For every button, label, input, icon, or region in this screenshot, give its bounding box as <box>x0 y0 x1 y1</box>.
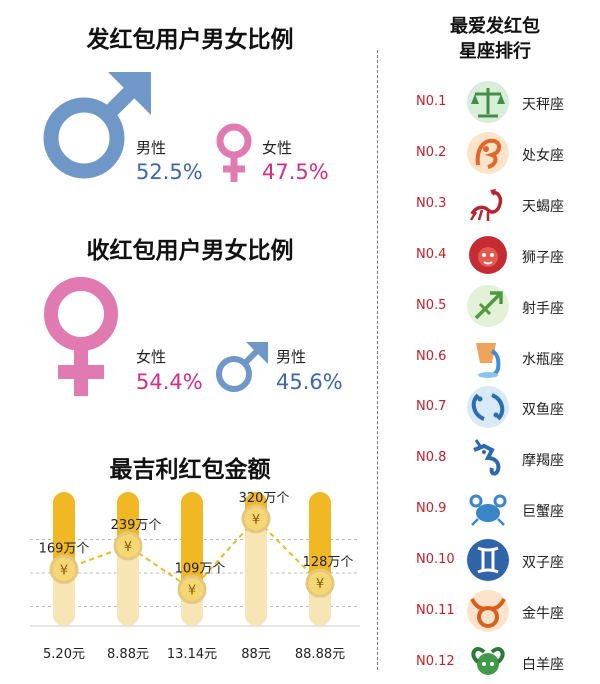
x-tick-label: 5.20元 <box>43 647 85 662</box>
zodiac-name: 天蝎座 <box>522 198 564 215</box>
ranking-title-line2: 星座排行 <box>459 41 531 62</box>
send-female-value: 47.5% <box>262 160 329 184</box>
rank-number: N0.8 <box>416 450 447 466</box>
zodiac-rank-item: N0.6 水瓶座 <box>416 335 596 379</box>
data-label: 128万个 <box>303 555 354 570</box>
receive-ratio-title: 收红包用户男女比例 <box>86 237 294 264</box>
receive-female-value: 54.4% <box>136 370 203 394</box>
coin-marker <box>49 554 79 584</box>
send-male-value: 52.5% <box>136 160 203 184</box>
zodiac-name: 巨蟹座 <box>522 504 564 521</box>
libra-icon <box>467 81 509 123</box>
zodiac-rank-item: N0.3 天蝎座 <box>416 182 596 226</box>
female-symbol-icon <box>44 277 118 396</box>
zodiac-name: 处女座 <box>522 147 564 164</box>
receive-male-value: 45.6% <box>276 370 343 394</box>
x-tick-label: 88.88元 <box>295 647 345 662</box>
rank-number: N0.11 <box>416 603 455 618</box>
receive-female-label: 女性 <box>136 348 167 366</box>
zodiac-name: 摩羯座 <box>522 453 564 470</box>
coin-symbol: ¥ <box>252 513 260 528</box>
zodiac-rank-item: N0.1 天秤座 <box>416 80 596 124</box>
x-tick-label: 8.88元 <box>107 647 149 662</box>
bar <box>309 492 331 584</box>
gemini-icon <box>467 539 509 582</box>
chart-title: 最吉利红包金额 <box>109 456 271 483</box>
zodiac-rank-item: N0.4 狮子座 <box>416 233 596 277</box>
zodiac-name: 双子座 <box>522 555 564 572</box>
rank-number: N0.9 <box>416 501 447 517</box>
data-label: 169万个 <box>39 541 90 556</box>
zodiac-rank-item: N0.2 处女座 <box>416 131 596 175</box>
rank-number: N0.4 <box>416 246 447 262</box>
x-tick-label: 88元 <box>241 647 271 662</box>
rank-number: N0.5 <box>416 297 447 313</box>
zodiac-name: 水瓶座 <box>522 351 564 368</box>
bar <box>53 492 75 570</box>
scorpio-icon <box>469 188 503 221</box>
leo-icon <box>469 235 507 274</box>
zodiac-rank-item: N0.7 双鱼座 <box>416 385 596 429</box>
coin-marker <box>113 531 143 561</box>
coin-symbol: ¥ <box>60 563 68 578</box>
send-male-label: 男性 <box>136 139 167 157</box>
zodiac-name: 白羊座 <box>522 656 564 673</box>
x-tick-label: 13.14元 <box>167 647 217 662</box>
rank-number: N0.1 <box>416 94 447 109</box>
coin-marker <box>177 574 207 604</box>
pisces-icon <box>467 386 509 429</box>
female-symbol-icon <box>216 123 252 182</box>
male-symbol-icon <box>43 72 151 179</box>
coin-symbol: ¥ <box>188 583 196 598</box>
rank-number: N0.7 <box>416 399 447 415</box>
coin-symbol: ¥ <box>124 540 132 555</box>
lucky-amount-chart: ¥169万个 5.20元 ¥239万个 8.88元 ¥109万个 13.14元 ¥320万个… <box>30 491 360 662</box>
section-divider <box>377 50 378 670</box>
bar <box>181 492 203 590</box>
aquarius-icon <box>476 342 501 378</box>
sagittarius-icon <box>467 284 509 327</box>
zodiac-name: 射手座 <box>522 300 564 317</box>
bar <box>117 492 139 546</box>
ranking-title-line1: 最爱发红包 <box>450 16 540 37</box>
rank-number: N0.6 <box>416 348 447 364</box>
coin-symbol: ¥ <box>316 577 324 592</box>
zodiac-ranking-title: 最爱发红包 星座排行 <box>400 14 590 64</box>
zodiac-name: 双鱼座 <box>522 402 564 419</box>
data-label: 109万个 <box>175 561 226 576</box>
male-symbol-icon <box>216 342 268 392</box>
zodiac-rank-item: N0.11 金牛座 <box>416 589 596 633</box>
send-female-label: 女性 <box>262 139 293 157</box>
zodiac-rank-item: N0.12 白羊座 <box>416 640 596 684</box>
coin-marker <box>305 568 335 598</box>
zodiac-rank-item: N0.9 巨蟹座 <box>416 487 596 531</box>
capricorn-icon <box>473 439 501 476</box>
send-ratio-title: 发红包用户男女比例 <box>86 26 294 53</box>
rank-number: N0.2 <box>416 144 447 160</box>
coin-marker <box>241 504 271 534</box>
zodiac-name: 天秤座 <box>522 97 564 113</box>
virgo-icon <box>467 131 509 174</box>
rank-number: N0.3 <box>416 195 447 211</box>
zodiac-name: 金牛座 <box>522 606 564 622</box>
receive-male-label: 男性 <box>276 348 307 366</box>
data-label: 239万个 <box>111 518 162 533</box>
data-label: 320万个 <box>239 491 290 506</box>
aries-icon <box>471 646 505 675</box>
rank-number: N0.10 <box>416 552 455 568</box>
rank-number: N0.12 <box>416 653 455 669</box>
zodiac-rank-item: N0.10 双子座 <box>416 538 596 582</box>
cancer-icon <box>469 494 507 527</box>
zodiac-name: 狮子座 <box>522 249 564 266</box>
taurus-icon <box>467 590 509 632</box>
zodiac-rank-item: N0.5 射手座 <box>416 284 596 328</box>
zodiac-rank-item: N0.8 摩羯座 <box>416 436 596 480</box>
